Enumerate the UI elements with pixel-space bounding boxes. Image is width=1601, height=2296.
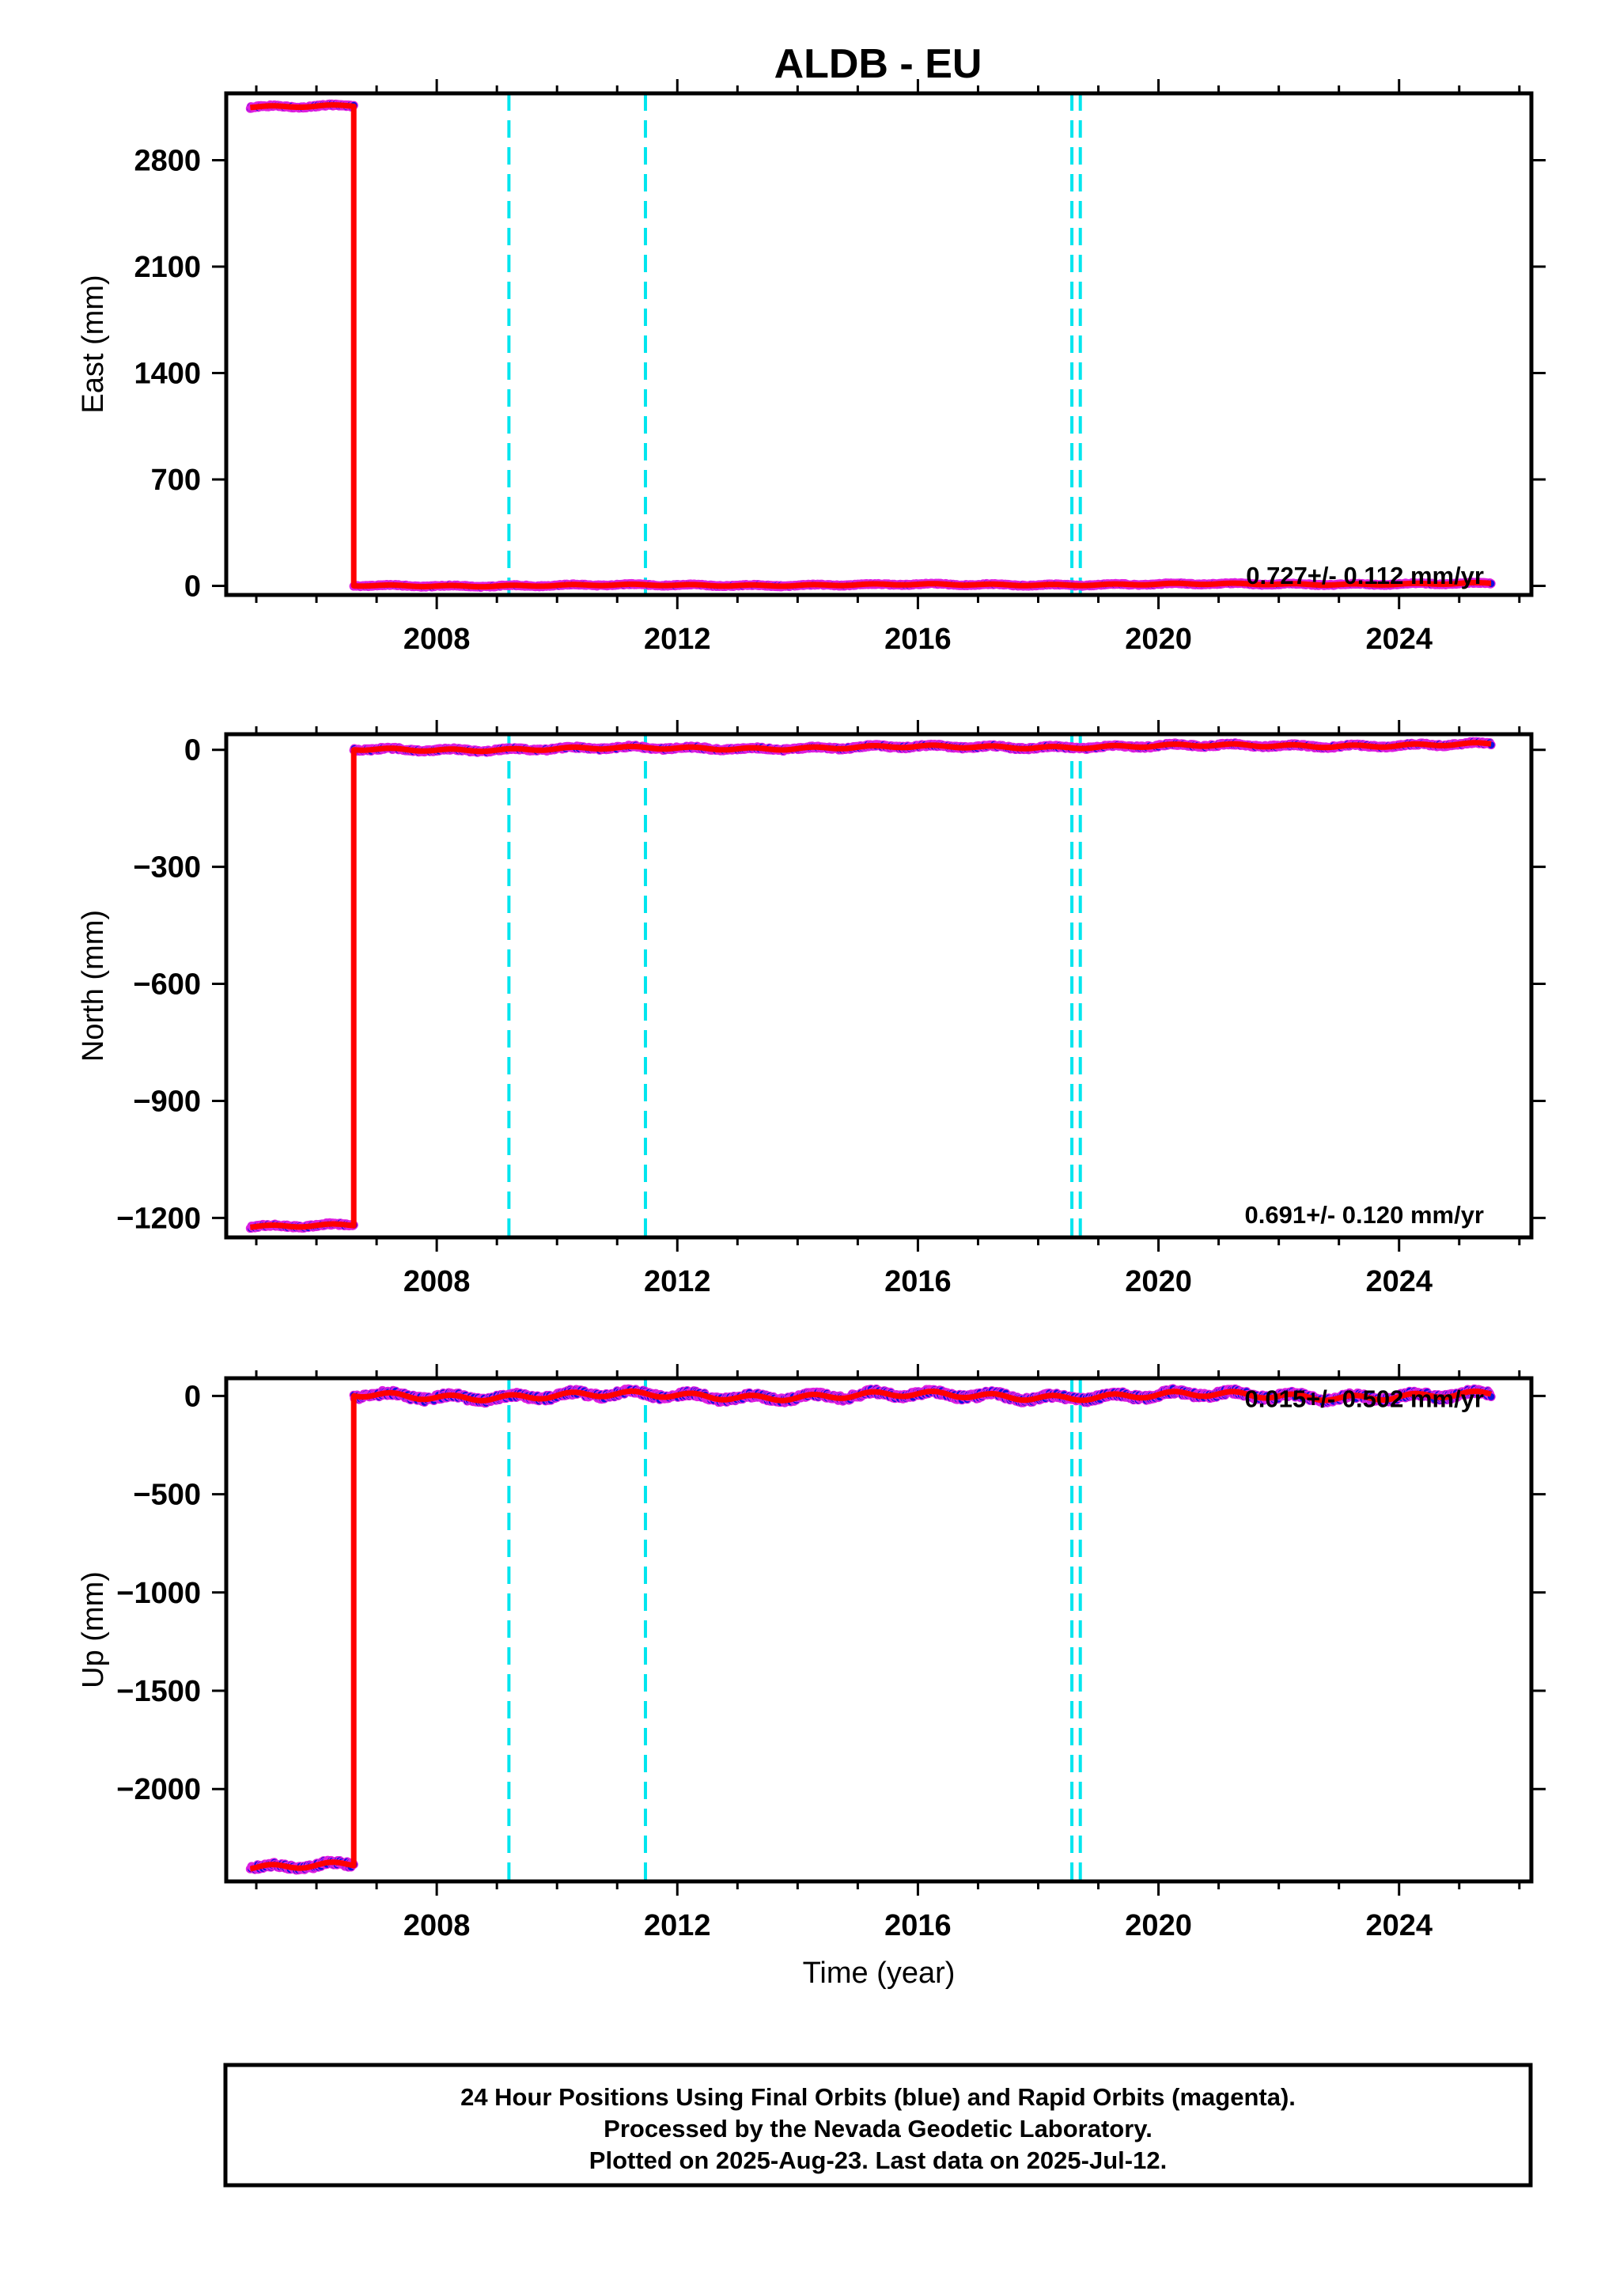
y-tick-label: −900 — [133, 1085, 201, 1118]
rate-label: 0.727+/- 0.112 mm/yr — [1246, 562, 1484, 589]
panel-up: 2008 2012 2016 2020 2024−2000−1500−1000−5000… — [77, 1364, 1546, 1990]
data-points — [245, 737, 1496, 1233]
plot-frame — [224, 732, 1534, 1240]
x-tick-label: 2012 — [644, 1265, 711, 1298]
y-axis-label: East (mm) — [77, 275, 110, 413]
panels: 2008 2012 2016 2020 2024 0 700 1400 2100 2800 East… — [77, 79, 1546, 1990]
y-tick-label: −600 — [133, 968, 201, 1002]
plot-area — [245, 734, 1496, 1237]
plot-area — [245, 93, 1496, 595]
y-axis-label: North (mm) — [77, 910, 110, 1062]
x-tick-label: 2008 — [403, 1265, 471, 1298]
data-points — [245, 99, 1496, 593]
y-tick-label: 1400 — [134, 358, 201, 391]
rate-label: 0.691+/- 0.120 mm/yr — [1245, 1201, 1484, 1229]
model-line — [248, 102, 1493, 590]
x-tick-label: 2024 — [1365, 623, 1433, 656]
y-tick-label: 0 — [184, 570, 201, 603]
model-line — [248, 740, 1493, 1230]
panel-east: 2008 2012 2016 2020 2024 0 700 1400 2100 2800 East… — [77, 79, 1546, 656]
x-tick-label: 2020 — [1125, 623, 1192, 656]
x-tick-label: 2016 — [884, 1265, 952, 1298]
plot-area — [245, 1378, 1496, 1881]
x-tick-label: 2024 — [1365, 1265, 1433, 1298]
x-tick-label: 2008 — [403, 623, 471, 656]
y-tick-label: 2100 — [134, 251, 201, 284]
x-tick-label: 2012 — [644, 623, 711, 656]
plot-frame — [224, 91, 1534, 597]
data-points — [245, 1384, 1496, 1875]
x-tick-label: 2016 — [884, 623, 952, 656]
y-tick-label: −1200 — [116, 1202, 201, 1235]
chart-title: ALDB - EU — [774, 41, 982, 87]
y-tick-label: 2800 — [134, 145, 201, 178]
y-tick-label: 0 — [184, 734, 201, 767]
y-tick-label: 700 — [151, 464, 201, 497]
y-tick-label: −300 — [133, 851, 201, 885]
panel-north: 2008 2012 2016 2020 2024 −1200 −900 −600 −300 0 No… — [77, 720, 1546, 1298]
x-tick-label: 2020 — [1125, 1265, 1192, 1298]
